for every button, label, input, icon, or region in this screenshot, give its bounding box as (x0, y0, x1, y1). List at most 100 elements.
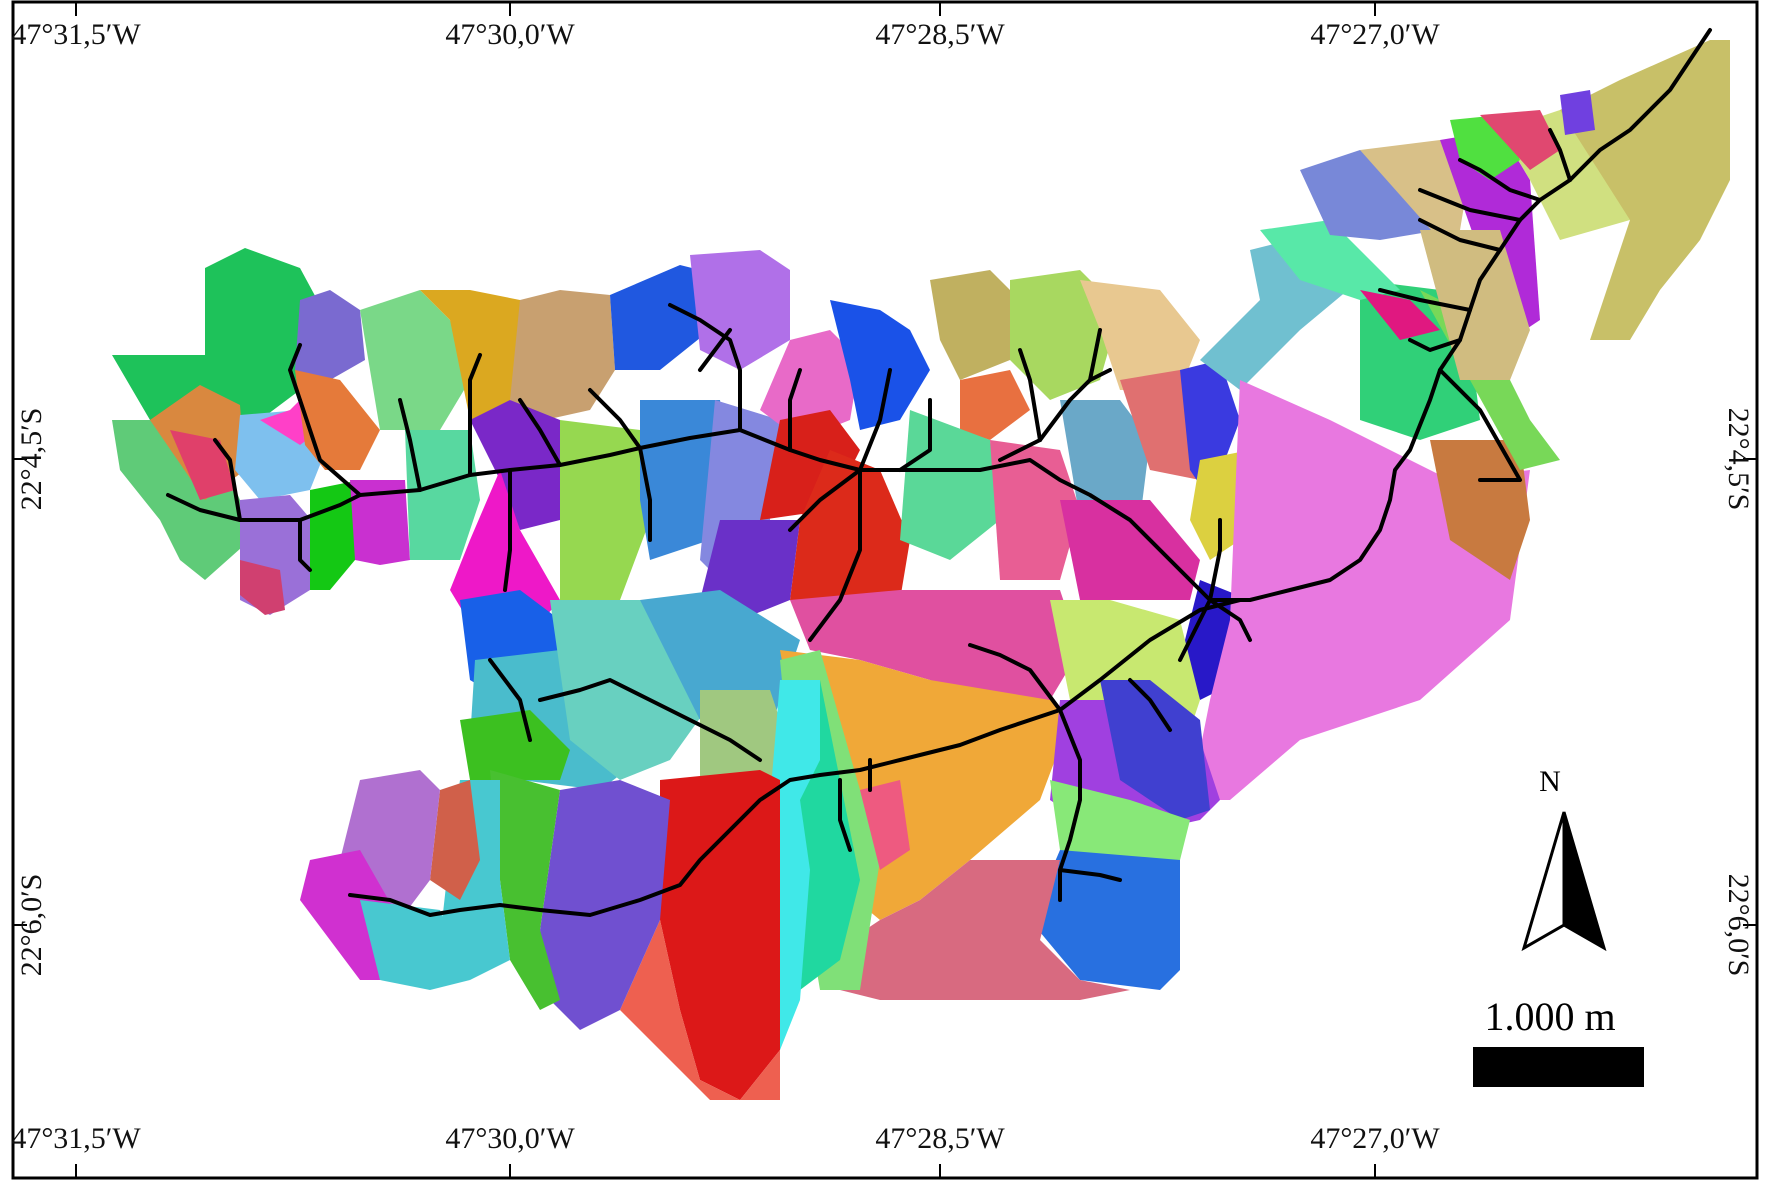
tributary (638, 446, 652, 542)
subbasin-polygon (820, 860, 1130, 1000)
tributary (1408, 338, 1462, 352)
tributary (588, 388, 642, 450)
tributary (1088, 328, 1102, 382)
subbasin-polygon (240, 560, 285, 615)
scale-bar (1473, 1047, 1644, 1087)
tributary (1208, 518, 1222, 602)
subbasin-polygon (360, 290, 470, 430)
longitude-label: 47°31,5′W (11, 18, 141, 51)
tributary (1418, 188, 1522, 222)
subbasin-polygon (405, 430, 480, 560)
tributary (898, 398, 932, 472)
tributary (503, 468, 512, 592)
tributary (838, 778, 852, 852)
subbasin-polygon (540, 780, 670, 1030)
longitude-label: 47°28,5′W (875, 18, 1005, 51)
watershed-subbasins (112, 40, 1730, 1100)
tributary (808, 468, 862, 642)
latitude-label-right: 22°4,5′S (1718, 359, 1758, 559)
tributary (488, 658, 532, 742)
subbasin-polygon (790, 450, 910, 630)
tributary (1548, 128, 1572, 182)
tributary (998, 438, 1042, 462)
subbasin-polygon (560, 420, 650, 600)
longitude-label: 47°31,5′W (11, 1122, 141, 1155)
latitude-label: 22°6,0′S (15, 873, 48, 977)
subbasin-polygon (460, 710, 570, 780)
subbasin-polygon (790, 590, 1080, 720)
tributary (1058, 868, 1122, 882)
subbasin-polygon (1030, 850, 1180, 990)
subbasin-polygon (900, 410, 1000, 560)
subbasin-polygon (690, 250, 790, 370)
tributary (698, 328, 732, 372)
subbasin-polygon (760, 330, 860, 440)
subbasin-polygon (310, 480, 360, 590)
subbasin-polygon (1060, 500, 1200, 600)
longitude-label: 47°27,0′W (1310, 18, 1440, 51)
latitude-label: 22°4,5′S (15, 407, 48, 511)
tributary (298, 518, 312, 572)
subbasin-polygon (1050, 780, 1190, 860)
tributary (1038, 368, 1112, 442)
subbasin-polygon (930, 270, 1020, 380)
subbasin-polygon (1180, 360, 1240, 500)
tributary (858, 368, 892, 472)
subbasin-polygon (610, 265, 710, 370)
tributary (788, 368, 802, 452)
longitude-label: 47°27,0′W (1310, 1122, 1440, 1155)
tributary (398, 398, 422, 492)
subbasin-polygon (1420, 230, 1530, 380)
graticule-ticks (13, 2, 1757, 1178)
subbasin-polygon (1100, 680, 1210, 820)
subbasin-polygon (1080, 280, 1200, 390)
subbasin-polygon (960, 370, 1030, 440)
tributary (468, 353, 482, 477)
tributary (1418, 218, 1502, 252)
tributary (298, 398, 362, 497)
latitude-label-left: 22°6,0′S (12, 825, 52, 1025)
subbasin-polygon (1430, 440, 1530, 580)
subbasin-polygon (1360, 290, 1440, 340)
tributary (1178, 598, 1212, 662)
tributary (788, 468, 862, 532)
subbasin-polygon (860, 780, 910, 870)
subbasin-polygon (470, 400, 560, 530)
longitude-label: 47°30,0′W (445, 1122, 575, 1155)
tributary (1018, 348, 1042, 442)
tributary (538, 678, 762, 762)
subbasin-polygon (1560, 90, 1595, 135)
tributary (348, 598, 1242, 917)
subbasin-polygon (830, 300, 930, 430)
subbasin-polygon (350, 480, 410, 565)
subbasin-polygon (1480, 110, 1560, 170)
tributary (518, 398, 562, 467)
tributary (1378, 288, 1472, 312)
subbasin-polygon (620, 920, 780, 1100)
subbasin-polygon (360, 900, 470, 990)
subbasin-polygon (1360, 140, 1470, 240)
tributary (1438, 368, 1522, 482)
subbasin-polygon (990, 440, 1080, 580)
latitude-label-left: 22°4,5′S (12, 359, 52, 559)
latitude-label: 22°4,5′S (1722, 407, 1755, 511)
subbasin-polygon (112, 248, 320, 430)
subbasin-polygon (490, 770, 560, 1010)
north-arrow-icon (1521, 811, 1607, 952)
subbasin-polygon (510, 290, 615, 420)
drainage-network (166, 28, 1712, 917)
subbasin-polygon (430, 780, 480, 900)
longitude-label: 47°30,0′W (445, 18, 575, 51)
subbasin-polygon (660, 770, 780, 1100)
tributary (1128, 678, 1172, 732)
main-channel (166, 28, 1712, 602)
latitude-label-right: 22°6,0′S (1718, 825, 1758, 1025)
scale-bar-label: 1.000 m (1484, 994, 1616, 1039)
map-frame-border (11, 0, 1759, 1180)
subbasin-polygon (700, 690, 790, 790)
tributary (1058, 708, 1082, 902)
subbasin-polygon (1260, 220, 1400, 300)
tributary (668, 303, 742, 432)
tributary (1458, 158, 1542, 202)
